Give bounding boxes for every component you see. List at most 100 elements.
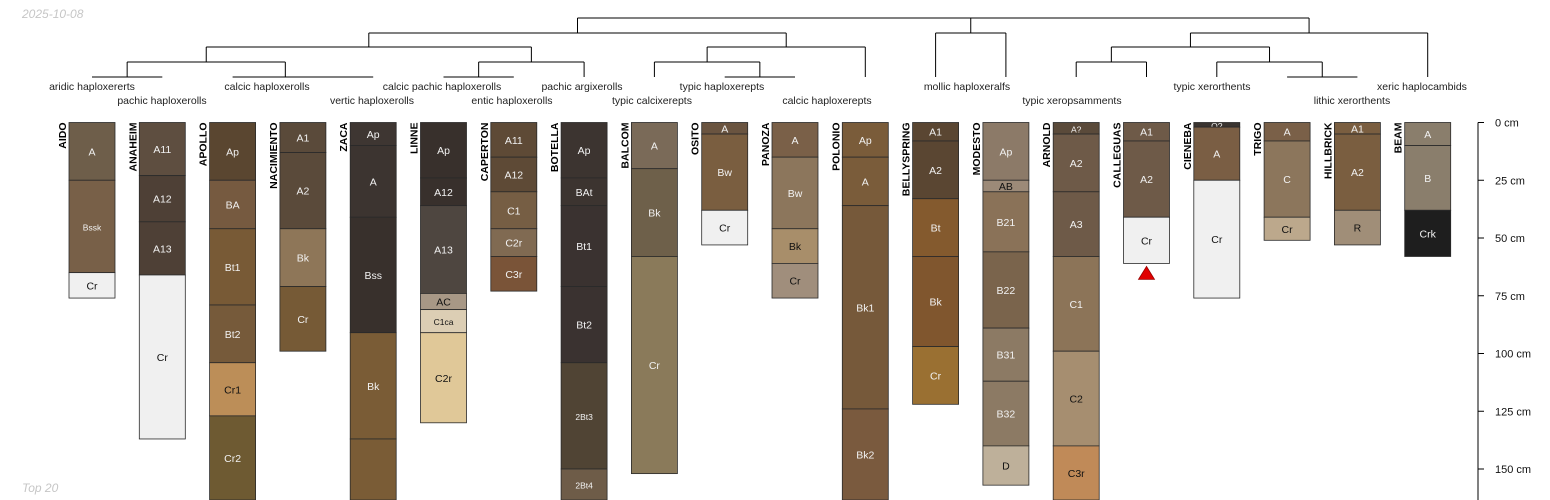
taxonomy-label: typic xerorthents	[1173, 81, 1250, 93]
horizon-label: A	[1213, 149, 1220, 161]
taxonomy-label: aridic haploxererts	[49, 81, 135, 93]
profile-name: POLONIO	[830, 123, 842, 171]
horizon-label: B22	[997, 285, 1016, 297]
profile-name: OSITO	[690, 123, 702, 155]
horizon-label: Cr	[157, 352, 169, 364]
horizon-block	[841, 408, 889, 500]
horizon-label: C1	[507, 205, 521, 217]
horizon-block	[1052, 445, 1100, 500]
horizon-block	[912, 346, 959, 405]
taxonomy-label: calcic haploxerepts	[782, 95, 871, 107]
horizon-block	[560, 177, 608, 207]
horizon-label: D	[1002, 461, 1010, 473]
horizon-label: Cr1	[224, 384, 241, 396]
profile-name: BALCOM	[619, 122, 631, 168]
horizon-label: Ap	[859, 135, 872, 147]
depth-axis-tick-label: 125 cm	[1495, 406, 1531, 418]
horizon-block	[771, 122, 819, 158]
taxonomy-label: calcic haploxerolls	[224, 81, 309, 93]
horizon-label: Cr	[297, 314, 309, 326]
soil-profile: HILLBRICK A1 A2 R	[1322, 122, 1381, 246]
horizon-label: A	[1424, 129, 1431, 141]
horizon-block	[982, 327, 1030, 382]
profile-name: CALLEGUAS	[1112, 123, 1124, 188]
horizon-label: Cr	[1211, 234, 1223, 246]
profile-name: MODESTO	[971, 123, 983, 176]
horizon-label: Ap	[578, 145, 591, 157]
depth-axis-tick-label: 25 cm	[1495, 175, 1525, 187]
horizon-block	[1052, 350, 1100, 447]
horizon-block	[771, 228, 819, 264]
horizon-label: A12	[434, 187, 453, 199]
horizon-label: Cr	[1282, 224, 1294, 236]
horizon-label: Bw	[788, 188, 803, 200]
profile-name: BELLYSPRING	[901, 123, 913, 197]
horizon-block	[912, 140, 959, 200]
taxonomy-label: mollic haploxeralfs	[924, 81, 1010, 93]
taxonomy-label: vertic haploxerolls	[330, 95, 414, 107]
horizon-label: Bk	[789, 241, 802, 253]
profile-name: PANOZA	[760, 122, 772, 166]
horizon-label: C3r	[505, 269, 522, 281]
horizon-label: Ap	[226, 146, 239, 158]
soil-profile: MODESTO Ap AB B21 B22 B31 B32 D	[971, 122, 1030, 486]
horizon-block	[420, 177, 467, 207]
horizon-block	[490, 228, 538, 257]
horizon-label: A	[651, 141, 658, 153]
horizon-block	[1334, 209, 1381, 246]
horizon-block	[490, 191, 538, 230]
soil-profile: TRIGO A C Cr	[1252, 122, 1311, 241]
horizon-label: A12	[153, 194, 172, 206]
horizon-label: A1	[929, 127, 942, 139]
depth-axis-tick-label: 75 cm	[1495, 291, 1525, 303]
soil-profile: CAPERTON A11 A12 C1 C2r C3r	[479, 122, 538, 292]
horizon-block	[1404, 209, 1452, 257]
horizon-label: A1	[296, 133, 309, 145]
profile-name: AIDO	[57, 123, 69, 149]
horizon-label: A2	[929, 165, 942, 177]
profile-name: CIENEBA	[1182, 122, 1194, 170]
depth-axis-tick-label: 150 cm	[1495, 464, 1531, 476]
horizon-label: A2	[1351, 167, 1364, 179]
horizon-block	[982, 191, 1030, 253]
depth-axis-tick-label: 100 cm	[1495, 349, 1531, 361]
horizon-label: Bk	[648, 208, 661, 220]
profile-name: CAPERTON	[479, 123, 491, 182]
horizon-block	[420, 122, 467, 179]
horizon-label: Bk	[929, 297, 942, 309]
horizon-block	[490, 256, 538, 292]
horizon-label: Ap	[437, 145, 450, 157]
profile-name: BOTELLA	[549, 122, 561, 172]
horizon-label: Cr	[930, 370, 942, 382]
date-label: 2025-10-08	[22, 7, 84, 21]
horizon-label: A3	[1070, 219, 1083, 231]
horizon-label: A?	[1071, 124, 1082, 134]
horizon-label: A12	[504, 169, 523, 181]
horizon-block	[420, 205, 467, 294]
horizon-label: A	[721, 123, 728, 135]
horizon-label: Bt1	[576, 241, 592, 253]
soil-profile: NACIMIENTO A1 A2 Bk Cr	[268, 122, 327, 352]
horizon-block	[490, 122, 538, 158]
horizon-label: C1	[1069, 299, 1083, 311]
horizon-label: 2Bt3	[575, 412, 593, 422]
horizon-block	[1052, 256, 1100, 352]
horizon-label: Bss	[364, 270, 382, 282]
horizon-block	[1193, 126, 1241, 181]
horizon-label: A	[862, 176, 869, 188]
horizon-label: C3r	[1068, 468, 1085, 480]
horizon-label: B32	[997, 409, 1016, 421]
profile-name: LINNE	[409, 123, 421, 155]
horizon-block	[279, 122, 327, 153]
horizon-label: A13	[153, 243, 172, 255]
horizon-label: AC	[436, 297, 451, 309]
soil-profile: BELLYSPRING A1 A2 Bt Bk Cr	[901, 122, 959, 405]
horizon-label: C	[1283, 174, 1291, 186]
horizon-block	[1123, 216, 1170, 264]
horizon-block	[1334, 133, 1381, 211]
horizon-block	[771, 156, 819, 230]
taxonomy-label: typic calcixerepts	[612, 95, 692, 107]
horizon-block	[841, 156, 889, 207]
horizon-block	[560, 362, 608, 470]
